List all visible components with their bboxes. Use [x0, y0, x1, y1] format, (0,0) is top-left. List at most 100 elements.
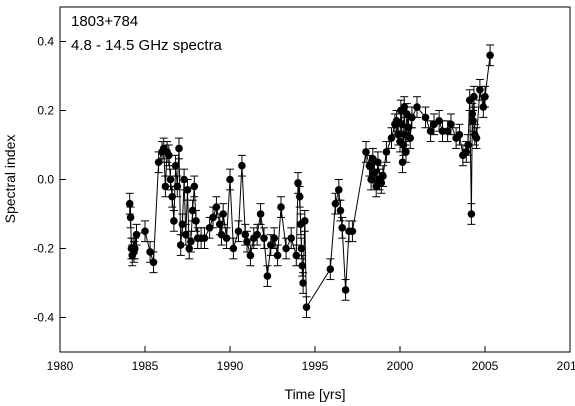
data-point [377, 179, 386, 187]
data-point [348, 227, 357, 236]
data-point [165, 151, 173, 160]
data-point [183, 186, 192, 194]
data-point [229, 244, 238, 253]
data-point [468, 110, 477, 118]
x-tick-label: 2005 [472, 359, 499, 373]
data-point [185, 244, 193, 253]
x-tick-label: 2010 [557, 359, 575, 373]
data-point [469, 117, 477, 125]
data-point [171, 161, 180, 170]
axis-ticks [59, 41, 571, 352]
data-point [294, 179, 302, 187]
chart-title: 1803+784 [71, 13, 138, 30]
y-tick-label: -0.4 [33, 311, 54, 325]
data-point [263, 272, 272, 280]
data-point [178, 220, 187, 229]
y-tick-label: 0.4 [37, 35, 54, 49]
data-point [365, 161, 374, 170]
data-point [241, 230, 250, 239]
data-point [260, 234, 268, 242]
data-point [180, 175, 188, 184]
data-point [470, 92, 478, 101]
data-point [404, 123, 413, 132]
data-point [287, 234, 296, 242]
chart-subtitle: 4.8 - 14.5 GHz spectra [71, 37, 223, 54]
data-point [299, 279, 307, 287]
data-point [173, 182, 182, 191]
data-point [481, 92, 489, 101]
data-point [190, 182, 199, 191]
data-point [141, 227, 149, 236]
data-point [246, 251, 255, 260]
data-point [146, 248, 154, 256]
data-point [472, 134, 481, 142]
data-point [200, 234, 209, 242]
data-point [374, 158, 382, 167]
data-point [455, 130, 464, 139]
data-point [486, 51, 494, 60]
data-point [168, 192, 176, 201]
data-point [326, 265, 335, 274]
data-point [335, 186, 343, 194]
data-point [397, 120, 406, 129]
data-point [443, 127, 452, 135]
data-point [282, 244, 290, 253]
data-point [462, 148, 471, 156]
data-point [125, 199, 134, 208]
y-tick-label: -0.2 [33, 242, 54, 256]
data-point [295, 192, 304, 201]
data-point [212, 203, 221, 211]
data-point [447, 120, 455, 129]
data-point [126, 213, 135, 222]
data-point [338, 224, 347, 232]
data-point [379, 172, 387, 180]
data-point [292, 251, 301, 260]
data-point [394, 130, 403, 139]
data-point [273, 251, 282, 260]
y-tick-label: 0.2 [37, 104, 54, 118]
data-point [154, 158, 163, 167]
x-tick-label: 1985 [132, 359, 159, 373]
data-point [408, 113, 416, 122]
data-point [256, 210, 265, 218]
data-point [222, 234, 231, 242]
plot-area [59, 6, 571, 353]
y-tick-labels: -0.4 -0.2 0.0 0.2 0.4 [33, 35, 54, 325]
data-points [125, 51, 494, 311]
data-point [131, 244, 139, 253]
data-point [149, 258, 158, 267]
data-point [298, 261, 307, 270]
data-point [243, 237, 251, 246]
data-point [382, 148, 391, 156]
data-point [238, 161, 246, 170]
data-point [166, 175, 175, 184]
data-point [387, 134, 396, 142]
data-point [209, 213, 217, 222]
data-point [370, 168, 379, 177]
data-point [402, 148, 410, 156]
data-point [267, 241, 275, 249]
data-point [226, 175, 234, 184]
data-point [464, 141, 472, 149]
x-axis-label: Time [yrs] [285, 386, 346, 402]
data-point [413, 103, 421, 111]
data-point [426, 127, 435, 135]
data-point [170, 217, 178, 225]
x-tick-label: 2000 [387, 359, 414, 373]
data-point [234, 227, 243, 236]
x-tick-label: 1990 [217, 359, 244, 373]
data-point [132, 230, 141, 239]
data-point [161, 182, 170, 191]
data-point [341, 286, 350, 294]
y-axis-label: Spectral index [2, 135, 18, 224]
data-point [421, 113, 430, 122]
x-tick-labels: 1980 1985 1990 1995 2000 2005 2010 [47, 359, 575, 373]
data-point [297, 244, 306, 253]
data-point [277, 203, 285, 211]
data-point [192, 217, 200, 225]
data-point [331, 199, 340, 208]
data-point [182, 230, 190, 239]
data-point [476, 86, 484, 94]
data-point [176, 241, 185, 249]
